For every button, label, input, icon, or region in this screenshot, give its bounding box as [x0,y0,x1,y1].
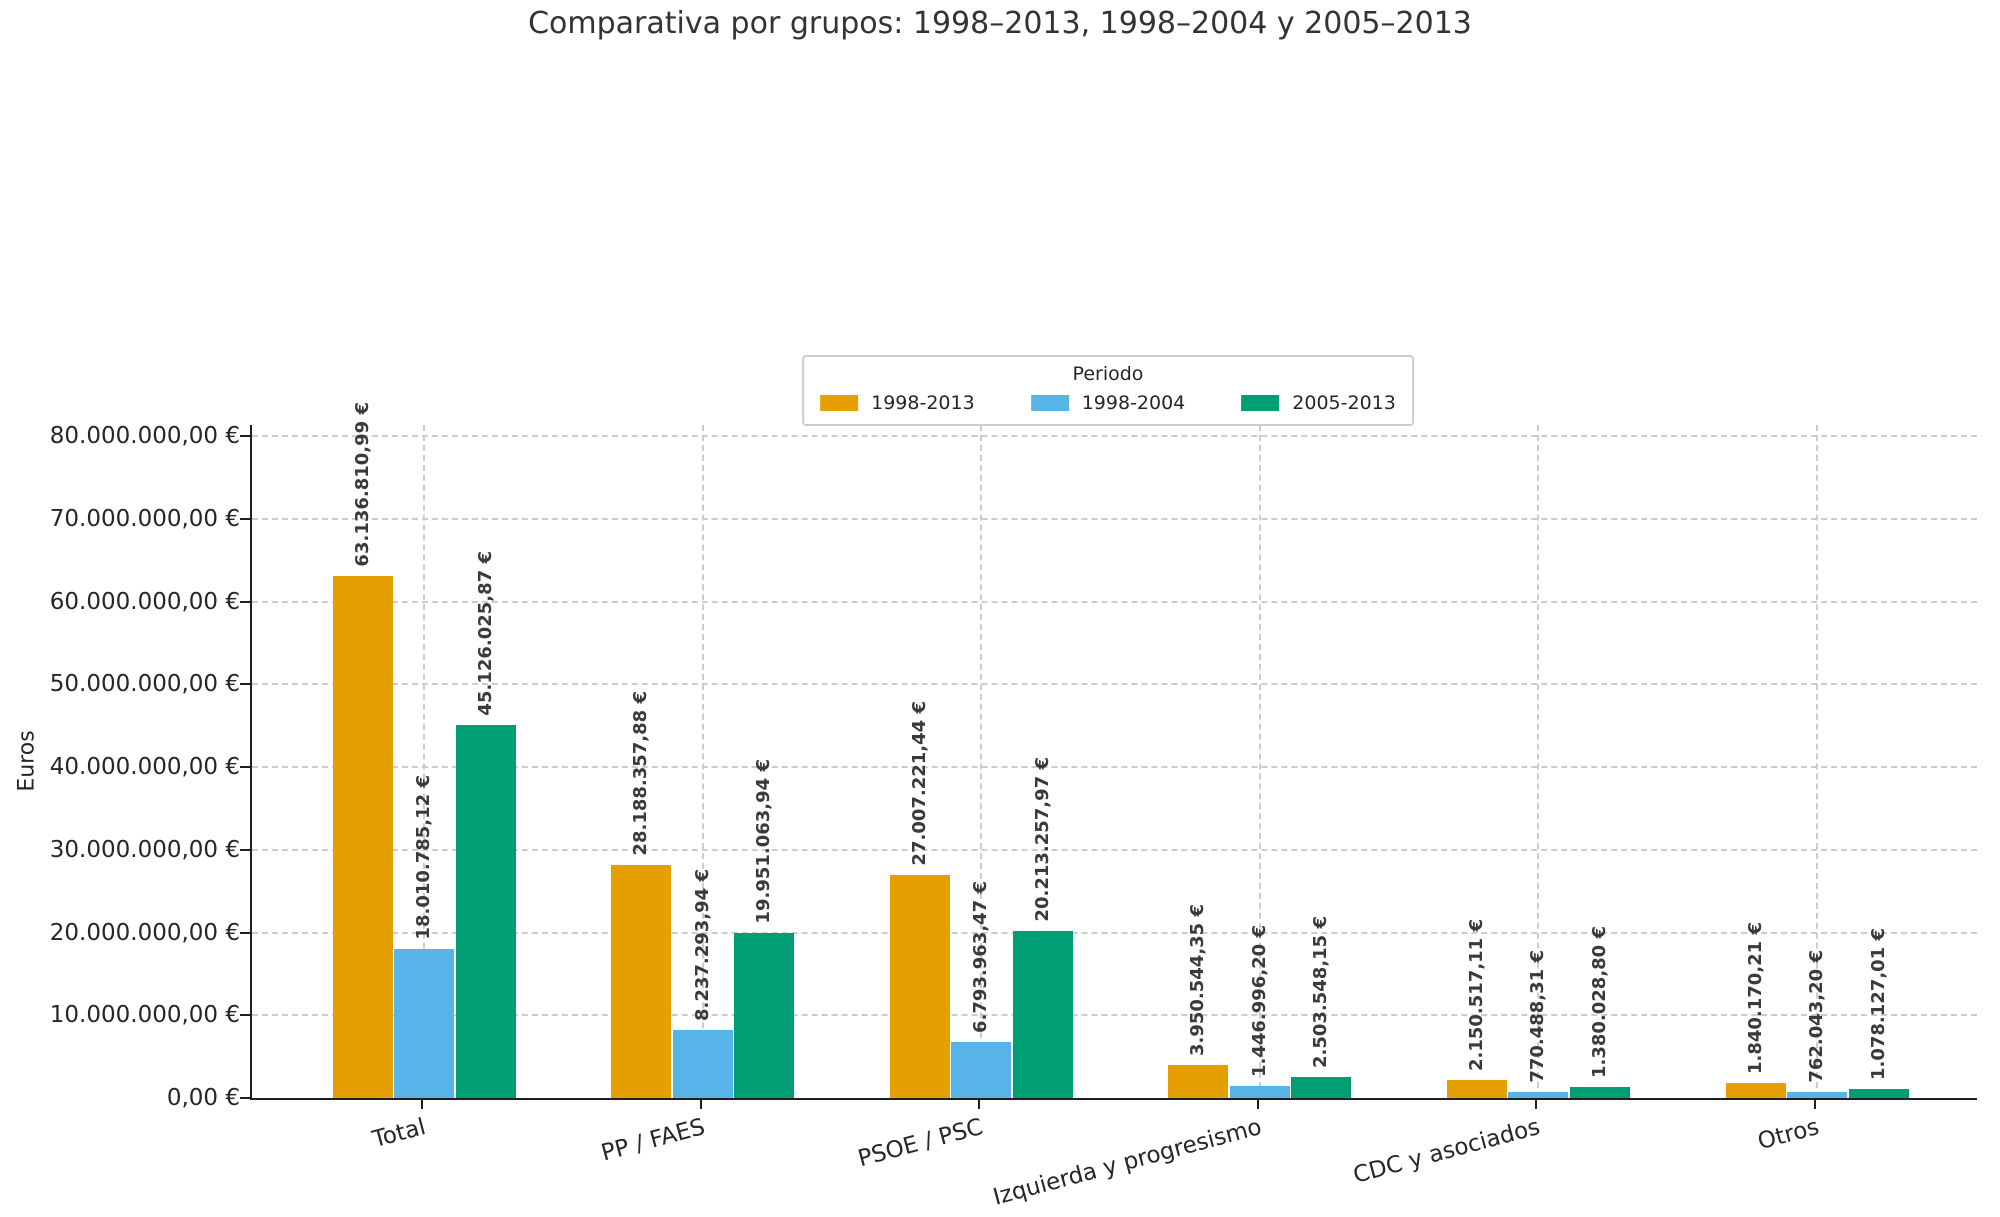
bar-value-label: 3.950.544,35 € [1187,904,1209,1057]
x-tick-mark [421,1100,423,1109]
bar [1848,1089,1909,1098]
bar [394,948,454,1098]
y-tick-mark [240,1097,250,1099]
bar [889,874,950,1098]
legend-items: 1998-2013 1998-2004 2005-2013 [820,392,1396,414]
bar-value-label: 2.503.548,15 € [1310,916,1332,1069]
x-gridline [1258,425,1261,1098]
y-gridline [252,600,1977,603]
y-tick-label: 50.000.000,00 € [49,671,240,698]
y-tick-label: 60.000.000,00 € [49,588,240,615]
bar-value-label: 6.793.963,47 € [970,880,992,1033]
category-label: PSOE / PSC [855,1114,986,1173]
x-tick-mark [1535,1100,1538,1109]
x-tick-mark [1814,1100,1816,1109]
bar [1012,930,1073,1098]
bar [951,1041,1012,1098]
legend: Periodo 1998-2013 1998-2004 2005-2013 [802,355,1414,426]
y-axis-title: Euros [14,730,40,792]
legend-swatch [820,395,859,411]
y-tick-mark [240,1014,250,1017]
y-tick-mark [240,683,250,686]
bar-value-label: 1.078.127,01 € [1867,928,1889,1081]
y-tick-mark [240,931,250,934]
y-tick-label: 40.000.000,00 € [49,754,240,780]
bar-value-label: 19.951.063,94 € [753,759,775,924]
y-tick-label: 30.000.000,00 € [49,836,240,863]
legend-item-label: 2005-2013 [1292,392,1396,414]
y-tick-mark [240,435,250,437]
legend-item-label: 1998-2013 [871,392,975,414]
y-tick-label: 0,00 € [166,1085,240,1111]
bar [1725,1082,1786,1098]
bar-value-label: 1.446.996,20 € [1248,925,1270,1078]
bar-value-label: 762.043,20 € [1806,950,1827,1083]
bar [1168,1065,1229,1098]
y-gridline [252,766,1977,768]
category-label: Otros [1754,1114,1822,1156]
bar-value-label: 63.136.810,99 € [351,401,373,567]
bar-value-label: 1.840.170,21 € [1744,921,1766,1074]
x-gridline [701,425,704,1098]
plot-area: 63.136.810,99 € 18.010.785,12 € 45.126.025… [250,402,1977,1100]
y-tick-mark [240,600,250,603]
bar-value-label: 1.380.028,80 € [1588,925,1610,1078]
y-gridline [252,517,1977,520]
bar [734,932,795,1098]
bar [672,1029,733,1098]
bar [1446,1080,1507,1098]
bar [332,575,393,1098]
bar [1291,1077,1352,1098]
bar-value-label: 8.237.293,94 € [691,868,713,1021]
x-gridline [980,425,983,1098]
bar [1787,1091,1847,1098]
y-gridline [252,931,1977,934]
legend-item: 2005-2013 [1241,392,1396,414]
bar [1229,1086,1290,1098]
y-gridline [252,435,1977,437]
bar-value-label: 45.126.025,87 € [474,551,496,716]
category-label: PP / FAES [598,1114,708,1167]
y-tick-mark [240,517,250,520]
bar [455,724,516,1098]
x-tick-mark [1256,1100,1259,1109]
x-tick-mark [699,1100,702,1109]
chart-title: Comparativa por grupos: 1998–2013, 1998–… [528,6,1472,41]
legend-item: 1998-2013 [820,392,975,414]
bar-value-label: 20.213.257,97 € [1031,757,1053,922]
x-gridline [1537,425,1540,1098]
y-tick-label: 10.000.000,00 € [49,1002,240,1029]
legend-swatch [1030,395,1069,411]
y-tick-label: 20.000.000,00 € [49,919,240,946]
bar [611,864,672,1098]
y-tick-label: 80.000.000,00 € [49,423,240,449]
y-tick-mark [240,848,250,851]
y-gridline [252,683,1977,686]
y-tick-label: 70.000.000,00 € [49,505,240,532]
legend-item-label: 1998-2004 [1081,392,1186,414]
category-label: Total [370,1114,429,1154]
bar [1569,1086,1630,1098]
bar [1508,1091,1569,1098]
bar-value-label: 2.150.517,11 € [1465,919,1487,1072]
x-gridline [1816,425,1818,1098]
bar-value-label: 28.188.357,88 € [630,691,652,856]
bar-value-label: 27.007.221,44 € [908,700,930,866]
category-label: Izquierda y progresismo [990,1114,1265,1211]
x-gridline [423,425,425,1098]
legend-swatch [1241,395,1280,411]
legend-item: 1998-2004 [1030,392,1186,414]
x-tick-mark [978,1100,981,1109]
category-label: CDC y asociados [1350,1114,1544,1189]
bar-value-label: 770.488,31 € [1527,949,1549,1083]
legend-title: Periodo [1072,363,1144,385]
y-gridline [252,1014,1977,1017]
bar-value-label: 18.010.785,12 € [413,775,434,940]
y-tick-mark [240,766,250,768]
y-gridline [252,848,1977,851]
